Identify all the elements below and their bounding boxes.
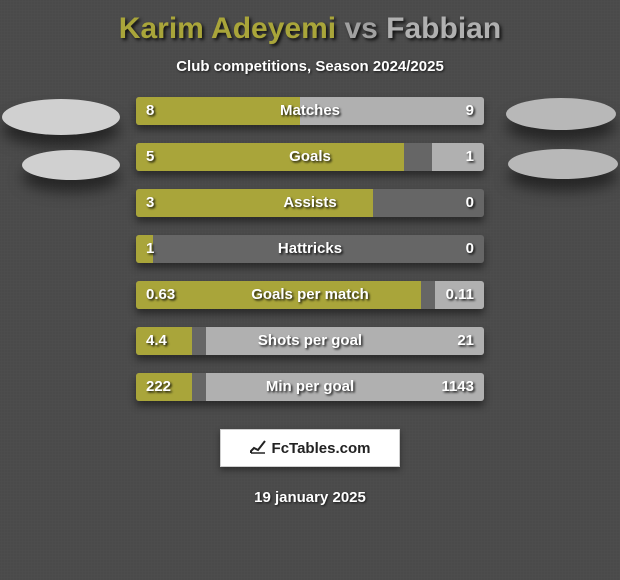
chart-area: 8Matches95Goals13Assists01Hattricks00.63… [0,97,620,407]
page-title: Karim Adeyemi vs Fabbian [0,0,620,46]
stat-label: Goals [136,143,484,171]
stat-row: 5Goals1 [136,143,484,171]
player1-badge-small [22,150,120,180]
stat-label: Shots per goal [136,327,484,355]
stat-value-right: 21 [457,327,474,355]
stat-label: Min per goal [136,373,484,401]
stat-label: Hattricks [136,235,484,263]
player1-badge-large [2,99,120,135]
stat-label: Assists [136,189,484,217]
stat-value-right: 0.11 [446,281,474,309]
stat-rows: 8Matches95Goals13Assists01Hattricks00.63… [136,97,484,419]
source-logo[interactable]: FcTables.com [220,429,400,467]
logo-text: FcTables.com [272,440,371,457]
title-vs: vs [344,12,377,45]
stat-value-right: 9 [466,97,474,125]
stat-value-right: 1143 [441,373,474,401]
title-player2: Fabbian [386,12,501,45]
title-player1: Karim Adeyemi [119,12,336,45]
stat-row: 3Assists0 [136,189,484,217]
stat-value-right: 1 [466,143,474,171]
date-label: 19 january 2025 [0,489,620,506]
stat-value-right: 0 [466,189,474,217]
stat-row: 1Hattricks0 [136,235,484,263]
stat-row: 222Min per goal1143 [136,373,484,401]
stat-row: 0.63Goals per match0.11 [136,281,484,309]
stat-value-right: 0 [466,235,474,263]
player2-badge-small [508,149,618,179]
stat-row: 8Matches9 [136,97,484,125]
stat-label: Goals per match [136,281,484,309]
stat-label: Matches [136,97,484,125]
player2-badge-large [506,98,616,130]
chart-icon [250,438,266,459]
subtitle: Club competitions, Season 2024/2025 [0,58,620,75]
stat-row: 4.4Shots per goal21 [136,327,484,355]
